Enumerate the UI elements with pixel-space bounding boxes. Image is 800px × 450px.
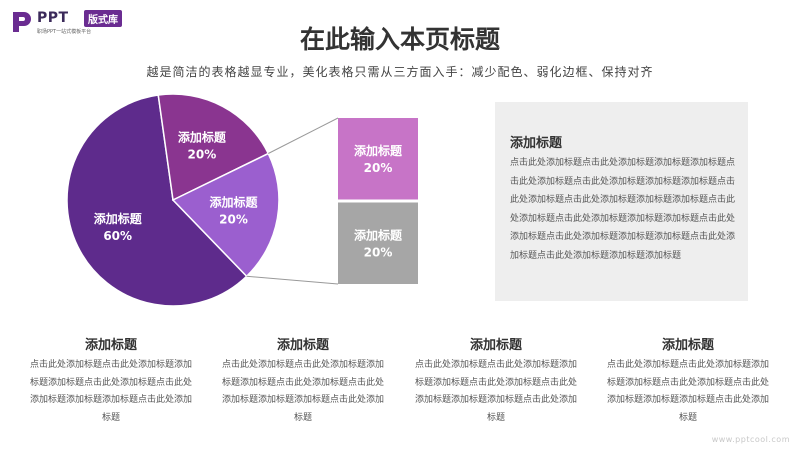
column-text: 点击此处添加标题点击此处添加标题添加标题添加标题点击此处添加标题点击此处添加标题… xyxy=(606,360,769,423)
column-title: 添加标题 xyxy=(469,338,522,353)
page-title: 在此输入本页标题 xyxy=(299,25,500,54)
column-title: 添加标题 xyxy=(661,338,714,353)
column-text: 点击此处添加标题点击此处添加标题添加标题添加标题点击此处添加标题点击此处添加标题… xyxy=(29,360,192,423)
column-title: 添加标题 xyxy=(276,338,329,353)
pie-slice xyxy=(171,152,280,278)
pie-slice xyxy=(157,93,270,202)
pie-slice-label: 添加标题 xyxy=(94,211,143,226)
breakdown-label: 添加标题 xyxy=(354,227,403,242)
breakdown-value: 20% xyxy=(364,245,393,259)
watermark: www.pptcool.com xyxy=(711,435,790,444)
column-text: 点击此处添加标题点击此处添加标题添加标题添加标题点击此处添加标题点击此处添加标题… xyxy=(414,360,577,423)
info-column-1: 添加标题 点击此处添加标题点击此处添加标题添加标题添加标题点击此处添加标题点击此… xyxy=(26,334,196,427)
logo-p-icon xyxy=(13,12,31,32)
column-text: 点击此处添加标题点击此处添加标题添加标题添加标题点击此处添加标题点击此处添加标题… xyxy=(221,360,384,423)
breakdown-bar-segment xyxy=(338,202,418,284)
breakdown-value: 20% xyxy=(364,161,393,175)
connector-line xyxy=(246,275,339,285)
breakdown-bar-segment xyxy=(338,118,418,200)
panel-title: 添加标题 xyxy=(510,136,563,151)
pie-slice-label: 添加标题 xyxy=(178,130,227,145)
column-title: 添加标题 xyxy=(84,338,137,353)
breakdown-label: 添加标题 xyxy=(354,143,403,158)
info-column-3: 添加标题 点击此处添加标题点击此处添加标题添加标题添加标题点击此处添加标题点击此… xyxy=(411,334,581,427)
info-column-2: 添加标题 点击此处添加标题点击此处添加标题添加标题添加标题点击此处添加标题点击此… xyxy=(218,334,388,427)
info-column-4: 添加标题 点击此处添加标题点击此处添加标题添加标题添加标题点击此处添加标题点击此… xyxy=(603,334,773,427)
pie-slice xyxy=(66,94,248,307)
logo-brand-text: PPT xyxy=(37,10,69,26)
pie-slice-value: 20% xyxy=(188,148,217,162)
pie-slice-value: 60% xyxy=(103,229,132,243)
logo-badge: 版式库 xyxy=(84,10,122,27)
pie-slice-label: 添加标题 xyxy=(209,195,258,210)
logo-tagline: 职场PPT一站式模板平台 xyxy=(37,29,92,35)
description-panel: 添加标题 点击此处添加标题点击此处添加标题添加标题添加标题点击此处添加标题点击此… xyxy=(495,102,748,301)
page-subtitle: 越是简洁的表格越显专业，美化表格只需从三方面入手：减少配色、弱化边框、保持对齐 xyxy=(146,65,654,79)
brand-logo: PPT 版式库 职场PPT一站式模板平台 xyxy=(10,8,160,36)
pie-slice-value: 20% xyxy=(219,213,248,227)
panel-text: 点击此处添加标题点击此处添加标题添加标题添加标题点击此处添加标题点击此处添加标题… xyxy=(510,158,736,261)
connector-line xyxy=(268,117,339,154)
